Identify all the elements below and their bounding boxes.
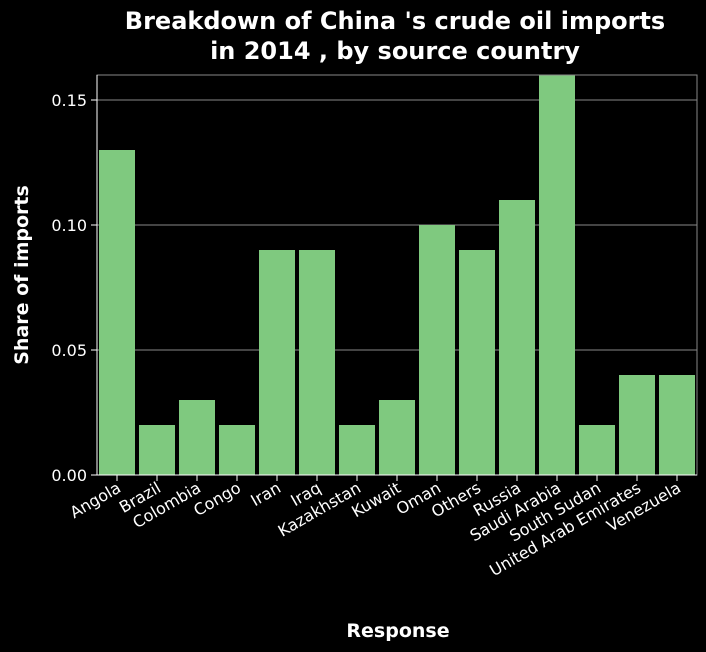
bars — [99, 75, 695, 475]
y-tick-label: 0.15 — [51, 91, 87, 110]
gridlines — [97, 100, 697, 350]
x-axis-title: Response — [346, 620, 449, 642]
y-tick-label: 0.10 — [51, 216, 87, 235]
chart-title-line-2: in 2014 , by source country — [210, 37, 580, 65]
bar — [99, 150, 135, 475]
bar — [539, 75, 575, 475]
bar — [499, 200, 535, 475]
bar — [259, 250, 295, 475]
y-axis-title: Share of imports — [11, 185, 33, 365]
bar — [339, 425, 375, 475]
bar — [459, 250, 495, 475]
y-tick-label: 0.05 — [51, 341, 87, 360]
chart-title-line-1: Breakdown of China 's crude oil imports — [125, 7, 665, 35]
bar — [179, 400, 215, 475]
bar — [419, 225, 455, 475]
x-tick-label: Congo — [190, 478, 244, 520]
bar — [299, 250, 335, 475]
bar — [659, 375, 695, 475]
bar — [379, 400, 415, 475]
bar — [619, 375, 655, 475]
bar — [579, 425, 615, 475]
y-tick-label: 0.00 — [51, 466, 87, 485]
bar — [139, 425, 175, 475]
bar — [219, 425, 255, 475]
y-axis-ticks: 0.00 0.05 0.10 0.15 — [51, 91, 97, 485]
x-tick-label: Iran — [247, 478, 284, 510]
